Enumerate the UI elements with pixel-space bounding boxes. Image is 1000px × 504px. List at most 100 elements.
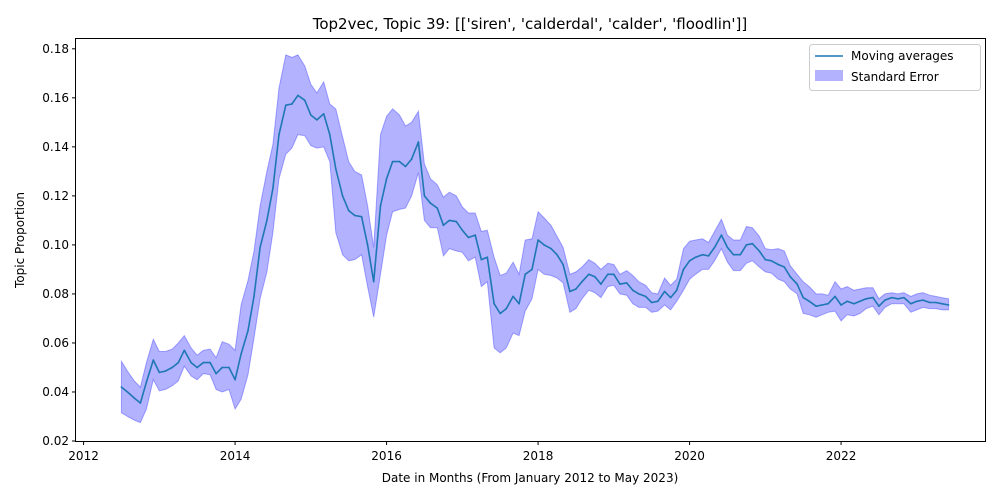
- moving-average-point: [543, 244, 545, 246]
- moving-average-point: [259, 246, 261, 249]
- moving-average-point: [575, 288, 577, 290]
- moving-average-point: [278, 133, 280, 136]
- moving-average-point: [171, 366, 173, 369]
- moving-average-point: [126, 391, 129, 393]
- moving-average-point: [372, 280, 375, 283]
- y-tick-label: 0.14: [42, 140, 69, 154]
- moving-average-point: [745, 244, 748, 246]
- moving-average-point: [632, 289, 634, 292]
- moving-average-point: [947, 304, 950, 306]
- x-tick-label: 2016: [371, 449, 402, 463]
- moving-average-point: [474, 234, 477, 236]
- y-tick-label: 0.18: [42, 42, 69, 56]
- moving-average-point: [228, 366, 230, 369]
- moving-average-point: [480, 258, 483, 261]
- moving-average-point: [215, 372, 217, 375]
- moving-average-point: [304, 99, 306, 102]
- moving-average-point: [398, 160, 401, 163]
- moving-average-point: [410, 158, 413, 160]
- moving-average-point: [360, 215, 363, 218]
- legend-frame: [809, 44, 981, 91]
- plot-frame: [75, 38, 986, 442]
- moving-average-point: [467, 236, 470, 239]
- moving-average-point: [732, 253, 735, 256]
- moving-average-point: [209, 361, 211, 364]
- moving-average-point: [796, 283, 798, 285]
- chart-title: Top2vec, Topic 39: [['siren', 'calderdal…: [312, 15, 748, 33]
- y-axis-label: Topic Proportion: [13, 192, 27, 289]
- moving-average-point: [600, 283, 602, 285]
- moving-average-point: [789, 276, 792, 278]
- moving-average-point: [897, 298, 899, 300]
- moving-average-point: [713, 246, 716, 249]
- moving-average-point: [417, 141, 420, 143]
- moving-average-point: [707, 255, 710, 257]
- moving-average-point: [701, 253, 704, 256]
- moving-average-point: [499, 312, 502, 315]
- moving-average-point: [783, 266, 786, 268]
- moving-average-point: [221, 366, 223, 369]
- moving-average-point: [486, 256, 489, 259]
- moving-average-point: [537, 239, 539, 241]
- moving-average-point: [675, 289, 678, 292]
- moving-average-point: [404, 165, 407, 168]
- y-tick-label: 0.12: [42, 189, 69, 203]
- moving-average-line-layer: [120, 94, 950, 404]
- moving-average-point: [625, 282, 628, 284]
- moving-average-point: [240, 353, 242, 355]
- legend: Moving averages Standard Error: [809, 44, 981, 91]
- y-tick-label: 0.08: [42, 287, 69, 301]
- legend-label-standard-error: Standard Error: [851, 70, 939, 84]
- x-tick-label: 2022: [826, 449, 857, 463]
- moving-average-point: [669, 296, 672, 299]
- moving-average-point: [436, 207, 439, 209]
- moving-average-point: [941, 302, 943, 305]
- moving-average-point: [853, 302, 855, 305]
- moving-average-point: [196, 366, 198, 369]
- moving-average-point: [751, 242, 754, 245]
- x-tick-label: 2018: [523, 449, 554, 463]
- moving-average-point: [133, 397, 136, 399]
- moving-average-point: [285, 104, 287, 106]
- moving-average-point: [834, 295, 836, 298]
- moving-average-point: [638, 293, 640, 295]
- moving-average-point: [253, 295, 255, 298]
- moving-average-point: [183, 349, 186, 352]
- moving-average-point: [682, 268, 685, 271]
- moving-average-point: [903, 296, 905, 299]
- moving-average-point: [120, 386, 123, 388]
- moving-average-point: [878, 305, 880, 308]
- moving-average-point: [524, 273, 526, 276]
- moving-average-point: [726, 246, 729, 249]
- standard-error-band-layer: [120, 54, 950, 424]
- moving-average-point: [247, 329, 249, 332]
- moving-average-point: [865, 298, 867, 300]
- moving-average-point: [190, 361, 192, 364]
- moving-average-point: [846, 300, 848, 303]
- y-tick-label: 0.16: [42, 91, 69, 105]
- moving-average-point: [619, 283, 621, 285]
- moving-average-point: [613, 273, 615, 276]
- moving-average-point: [916, 300, 918, 303]
- moving-average-line: [120, 94, 949, 404]
- y-tick-label: 0.04: [42, 385, 69, 399]
- moving-average-point: [442, 224, 445, 227]
- moving-average-point: [234, 378, 236, 381]
- moving-average-point: [859, 300, 861, 303]
- moving-average-point: [512, 295, 514, 298]
- x-tick-label: 2020: [674, 449, 705, 463]
- moving-average-point: [423, 195, 426, 197]
- moving-average-point: [815, 305, 817, 308]
- moving-average-point: [272, 187, 274, 190]
- moving-average-point: [297, 94, 299, 97]
- x-axis-label: Date in Months (From January 2012 to May…: [382, 471, 679, 485]
- moving-average-point: [316, 119, 318, 121]
- moving-average-point: [266, 219, 268, 222]
- moving-average-point: [347, 209, 350, 212]
- moving-average-point: [884, 299, 886, 301]
- moving-average-point: [379, 204, 382, 207]
- legend-band-swatch: [815, 70, 843, 81]
- moving-average-point: [739, 253, 742, 256]
- moving-average-point: [429, 202, 432, 204]
